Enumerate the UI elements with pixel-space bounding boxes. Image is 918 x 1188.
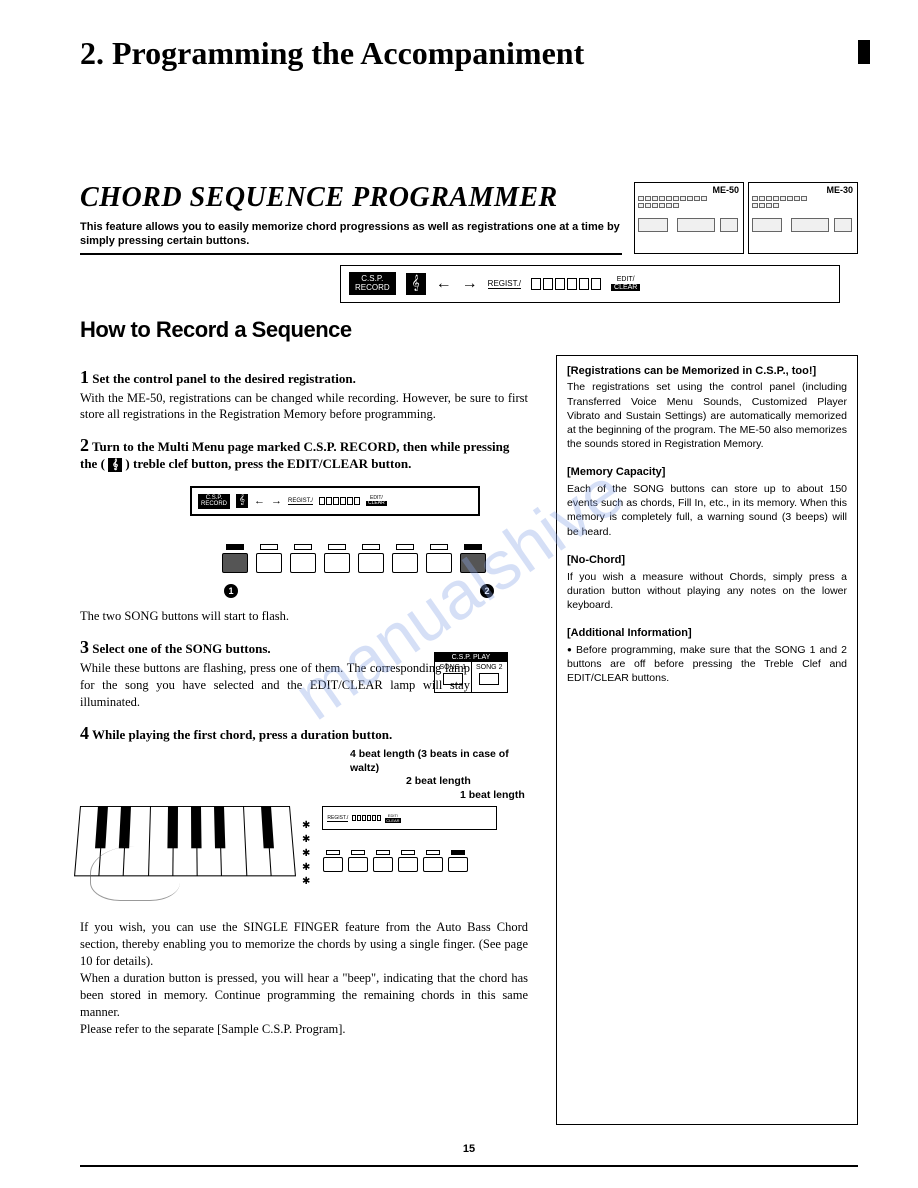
sidebar-h4: [Additional Information] <box>567 626 847 641</box>
sidebar-p1: The registrations set using the control … <box>567 380 847 451</box>
duration-ticks <box>531 278 601 290</box>
step-2-heading: 2 Turn to the Multi Menu page marked C.S… <box>80 435 528 472</box>
step-1-heading: 1 Set the control panel to the desired r… <box>80 367 528 388</box>
control-stack: REGIST./ EDIT/CLEAR <box>322 806 497 872</box>
main-content: 1 Set the control panel to the desired r… <box>80 355 528 1125</box>
step-4-diagram: ✱✱✱✱✱ REGIST./ EDIT/CLEAR <box>80 806 528 901</box>
bottom-rule <box>80 1165 858 1167</box>
step-2-diagram: C.S.P.RECORD 𝄞 ←→ REGIST./ EDIT/CLEAR 1 … <box>190 486 528 598</box>
sidebar-h1: [Registrations can be Memorized in C.S.P… <box>567 364 847 379</box>
sidebar-h3: [No-Chord] <box>567 553 847 568</box>
page-number: 15 <box>80 1143 858 1155</box>
page-edge-mark <box>858 40 870 64</box>
section-subtitle: This feature allows you to easily memori… <box>80 220 622 249</box>
treble-clef-inline-icon: 𝄞 <box>108 458 122 472</box>
edit-clear-button: EDIT/CLEAR <box>611 276 640 291</box>
circle-1: 1 <box>224 584 238 598</box>
section-header: CHORD SEQUENCE PROGRAMMER This feature a… <box>80 182 858 255</box>
sidebar-p2: Each of the SONG buttons can store up to… <box>567 482 847 539</box>
step-3-title: Select one of the SONG buttons. <box>92 641 270 656</box>
label-4beat: 4 beat length (3 beats in case of waltz) <box>350 748 528 775</box>
edit-label: EDIT/ <box>617 276 635 283</box>
step-4-para-3: Please refer to the separate [Sample C.S… <box>80 1021 528 1038</box>
device-label: ME-50 <box>712 185 739 195</box>
step-1-title: Set the control panel to the desired reg… <box>92 371 356 386</box>
step-4-para-1: If you wish, you can use the SINGLE FING… <box>80 919 528 970</box>
arrow-left-icon: ← <box>436 275 452 293</box>
step-1-body: With the ME-50, registrations can be cha… <box>80 390 528 424</box>
step-4-heading: 4 While playing the first chord, press a… <box>80 723 528 744</box>
beat-length-labels: 4 beat length (3 beats in case of waltz)… <box>350 748 528 803</box>
sidebar-p4: Before programming, make sure that the S… <box>567 643 847 686</box>
step-2-title-b: ) treble clef button, press the EDIT/CLE… <box>125 456 411 471</box>
song-2-label: SONG 2 <box>476 664 502 671</box>
csp-play-diagram: C.S.P. PLAY SONG 1 SONG 2 <box>434 652 508 693</box>
step-2-note: The two SONG buttons will start to flash… <box>80 608 528 625</box>
how-to-heading: How to Record a Sequence <box>80 317 858 343</box>
panel-strip: C.S.P.RECORD 𝄞 ←→ REGIST./ EDIT/CLEAR <box>190 486 480 516</box>
device-label: ME-30 <box>826 185 853 195</box>
treble-clef-icon: 𝄞 <box>406 273 426 295</box>
sidebar-p3: If you wish a measure without Chords, si… <box>567 570 847 613</box>
keyboard-illustration <box>80 806 290 901</box>
step-4-title: While playing the first chord, press a d… <box>92 727 392 742</box>
csp-record-button: C.S.P.RECORD <box>349 272 396 296</box>
main-heading: 2. Programming the Accompaniment <box>80 35 858 72</box>
step-4-para-2: When a duration button is pressed, you w… <box>80 970 528 1021</box>
asterisk-markers: ✱✱✱✱✱ <box>302 820 310 887</box>
sidebar: [Registrations can be Memorized in C.S.P… <box>556 355 858 1125</box>
control-bar: C.S.P.RECORD 𝄞 ← → REGIST./ EDIT/CLEAR <box>340 265 840 303</box>
song-1-label: SONG 1 <box>440 664 466 671</box>
section-title: CHORD SEQUENCE PROGRAMMER <box>80 182 622 214</box>
device-diagram-me50: ME-50 <box>634 182 744 254</box>
step-3-body: While these buttons are flashing, press … <box>80 660 470 711</box>
arrow-right-icon: → <box>462 275 478 293</box>
label-1beat: 1 beat length <box>460 789 528 803</box>
circle-2: 2 <box>480 584 494 598</box>
sidebar-h2: [Memory Capacity] <box>567 465 847 480</box>
button-row <box>220 544 528 578</box>
number-markers: 1 2 <box>224 584 494 598</box>
device-diagram-me30: ME-30 <box>748 182 858 254</box>
csp-play-header: C.S.P. PLAY <box>435 653 507 662</box>
regist-label: REGIST./ <box>488 279 521 289</box>
clear-label: CLEAR <box>611 284 640 292</box>
label-2beat: 2 beat length <box>406 775 528 789</box>
